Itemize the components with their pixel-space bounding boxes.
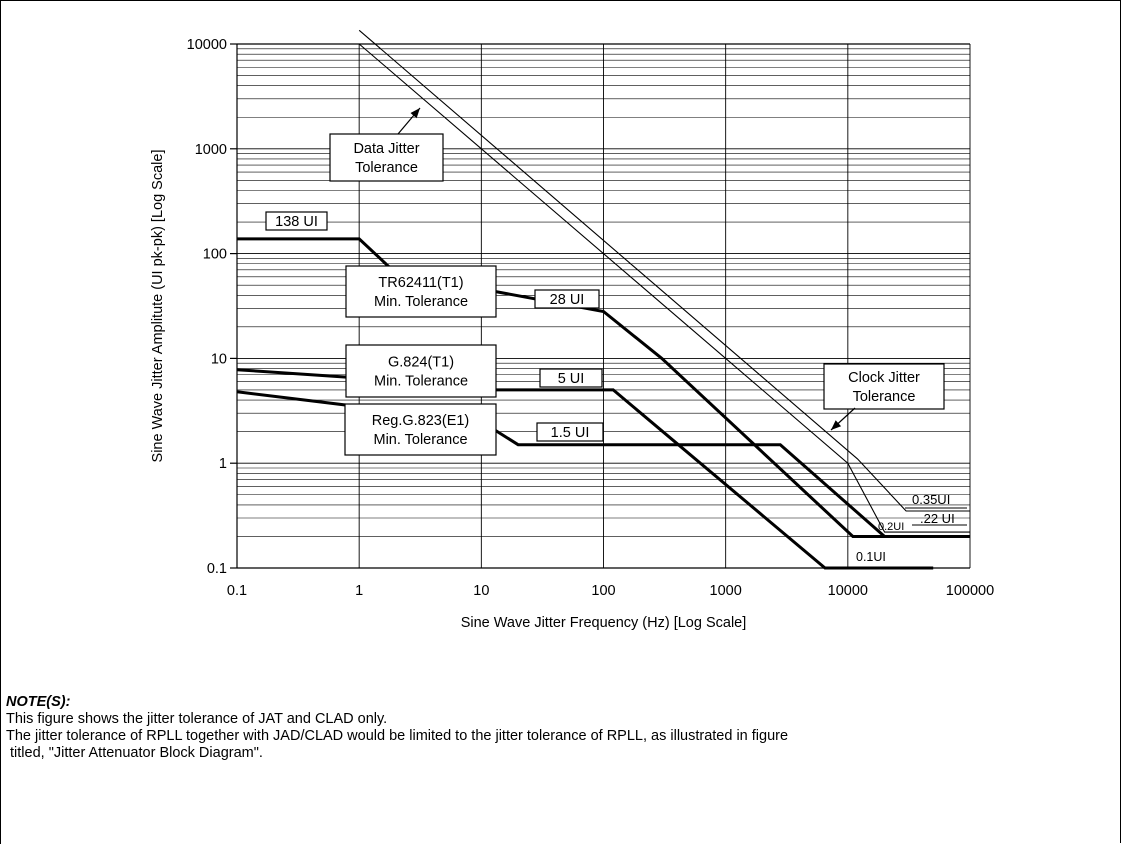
label-138-ui-box <box>265 211 328 231</box>
x-tick-label: 1000 <box>710 583 742 599</box>
g824-tolerance-label-box <box>345 344 497 398</box>
clock-jitter-tolerance-label-box <box>823 363 945 410</box>
clock-jitter-tolerance-label-text: Clock Jitter <box>848 370 920 386</box>
label-5-ui-box <box>539 368 603 388</box>
tr62411-tolerance-label-box <box>345 265 497 318</box>
g823-tolerance-label: Reg.G.823(E1) Min. Tolerance <box>344 403 497 456</box>
x-tick-label: 10 <box>473 583 489 599</box>
tr62411-tolerance-label-text: TR62411(T1) <box>378 275 463 291</box>
x-tick-label: 0.1 <box>227 583 247 599</box>
y-tick-label: 10000 <box>187 37 227 53</box>
label-0-1-ui: 0.1UI <box>856 550 886 564</box>
y-tick-label: 1000 <box>195 142 227 158</box>
y-tick-label: 1 <box>219 456 227 472</box>
label-0-2-ui: 0.2UI <box>878 521 904 533</box>
g823-tolerance-label-text: Reg.G.823(E1) <box>372 413 470 429</box>
label-138-ui-text: 138 UI <box>275 214 318 230</box>
y-tick-label: 0.1 <box>207 561 227 577</box>
notes-section: NOTE(S): This figure shows the jitter to… <box>6 694 1106 762</box>
series-line-2 <box>236 368 934 570</box>
x-axis-label: Sine Wave Jitter Frequency (Hz) [Log Sca… <box>461 615 747 631</box>
label-1-5-ui-text: 1.5 UI <box>551 425 590 441</box>
data-jitter-arrow-head <box>410 108 420 119</box>
x-tick-label: 100000 <box>946 583 994 599</box>
y-axis-label: Sine Wave Jitter Amplitute (UI pk-pk) [L… <box>150 150 166 463</box>
series-line-5 <box>358 43 970 533</box>
series-line-1 <box>237 237 970 538</box>
notes-line-3: titled, "Jitter Attenuator Block Diagram… <box>6 745 263 761</box>
notes-line-1: This figure shows the jitter tolerance o… <box>6 711 388 727</box>
g823-tolerance-label-box <box>344 403 497 456</box>
tr62411-tolerance-label-text: Min. Tolerance <box>374 294 468 310</box>
notes-line-2: The jitter tolerance of RPLL together wi… <box>6 728 789 744</box>
label-0-35-ui: 0.35UI <box>912 492 950 507</box>
data-jitter-tolerance-label-box <box>329 133 444 182</box>
x-tick-label: 10000 <box>828 583 868 599</box>
label-5-ui: 5 UI <box>539 368 603 388</box>
x-tick-label: 100 <box>591 583 615 599</box>
x-tick-label: 1 <box>355 583 363 599</box>
series-line-3 <box>236 390 886 538</box>
label-138-ui: 138 UI <box>265 211 328 231</box>
clock-jitter-tolerance-label: Clock Jitter Tolerance <box>823 363 945 410</box>
label-28-ui: 28 UI <box>534 289 600 309</box>
clock-jitter-arrow-head <box>831 420 842 430</box>
annotation-layer: Data Jitter Tolerance TR62411(T1) Min. Tole… <box>265 107 967 564</box>
label-1-5-ui: 1.5 UI <box>536 422 604 442</box>
y-tick-label: 100 <box>203 247 227 263</box>
label-28-ui-text: 28 UI <box>550 292 585 308</box>
notes-title: NOTE(S): <box>6 694 71 710</box>
g824-tolerance-label-text: G.824(T1) <box>388 355 454 371</box>
data-jitter-tolerance-label-text: Tolerance <box>355 160 418 176</box>
data-jitter-tolerance-label-text: Data Jitter <box>353 141 419 157</box>
data-jitter-tolerance-label: Data Jitter Tolerance <box>329 133 444 182</box>
page-frame-left <box>0 0 1 844</box>
series-line-4 <box>358 29 970 512</box>
label-1-5-ui-box <box>536 422 604 442</box>
label-28-ui-box <box>534 289 600 309</box>
label-0-22-ui: .22 UI <box>920 511 955 526</box>
clock-jitter-tolerance-label-text: Tolerance <box>853 389 916 405</box>
jitter-tolerance-chart: 0.1 1 10 100 1000 10000 0.1 1 10 100 1000 10000 1000… <box>150 29 994 631</box>
g823-tolerance-label-text: Min. Tolerance <box>373 432 467 448</box>
g824-tolerance-label-text: Min. Tolerance <box>374 374 468 390</box>
axis-layer: 0.1 1 10 100 1000 10000 0.1 1 10 100 1000 10000 1000… <box>150 37 994 631</box>
g824-tolerance-label: G.824(T1) Min. Tolerance <box>345 344 497 398</box>
tr62411-tolerance-label: TR62411(T1) Min. Tolerance <box>345 265 497 318</box>
label-5-ui-text: 5 UI <box>558 371 585 387</box>
y-tick-label: 10 <box>211 351 227 367</box>
